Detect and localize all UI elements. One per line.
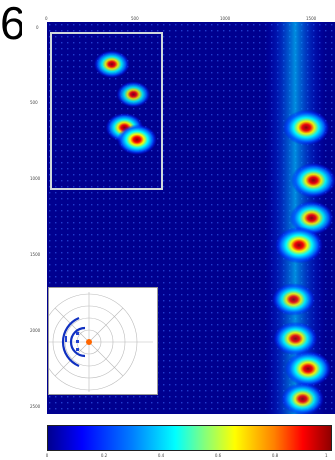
hotspot-mark bbox=[275, 226, 323, 264]
colorbar bbox=[47, 425, 332, 451]
hotspot-mark bbox=[283, 109, 330, 146]
y-tick-label: 2000 bbox=[30, 328, 41, 333]
colorbar-tick-label: 0 bbox=[45, 453, 49, 458]
inset-hotspot-mark bbox=[94, 50, 130, 78]
y-tick-label: 500 bbox=[30, 100, 38, 105]
x-tick-label: 1500 bbox=[306, 16, 317, 21]
zoom-inset-frame bbox=[50, 32, 163, 190]
colorbar-tick-label: 0.4 bbox=[157, 453, 165, 458]
inset-hotspot-mark bbox=[117, 124, 157, 155]
hotspot-mark bbox=[281, 382, 324, 414]
panel-letter: 6 bbox=[0, 6, 22, 46]
colorbar-ticks: 0 0.2 0.4 0.6 0.8 1 bbox=[45, 453, 332, 459]
hotspot-mark bbox=[289, 201, 334, 235]
heatmap-plot bbox=[47, 22, 335, 414]
y-tick-label: 1500 bbox=[30, 252, 41, 257]
colorbar-tick-label: 0.2 bbox=[100, 453, 108, 458]
colorbar-tick-label: 0.6 bbox=[214, 453, 222, 458]
colorbar-tick-label: 0.8 bbox=[271, 453, 279, 458]
x-tick-label: 0 bbox=[45, 16, 48, 21]
colorbar-tick-label: 1 bbox=[325, 453, 328, 458]
y-tick-label: 2500 bbox=[30, 404, 41, 409]
hotspot-mark bbox=[273, 321, 318, 356]
hotspot-mark bbox=[290, 163, 335, 198]
hotspot-mark bbox=[272, 283, 315, 316]
inset-hotspot-mark bbox=[116, 81, 151, 108]
x-tick-label: 500 bbox=[131, 16, 139, 21]
polar-inset bbox=[40, 287, 158, 395]
y-tick-label: 0 bbox=[36, 25, 39, 30]
y-tick-label: 1000 bbox=[30, 176, 41, 181]
hotspot-mark bbox=[284, 351, 332, 387]
x-tick-label: 1000 bbox=[220, 16, 231, 21]
